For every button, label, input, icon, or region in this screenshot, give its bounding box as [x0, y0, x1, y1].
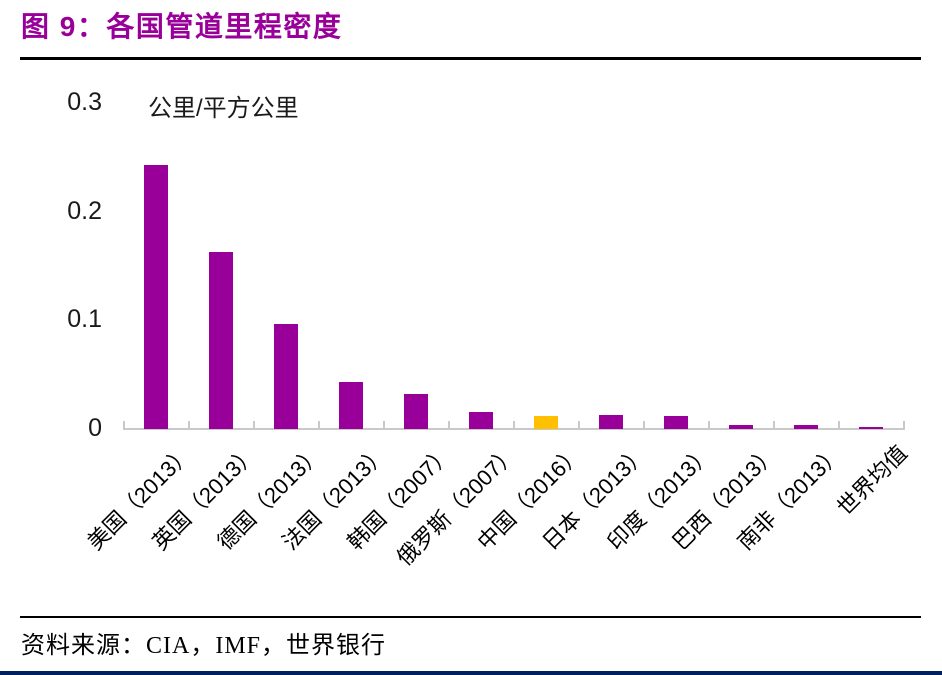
page-bottom-rule	[0, 671, 942, 675]
bar	[469, 412, 493, 429]
axis-tick	[188, 421, 190, 430]
bar	[209, 252, 233, 429]
bar	[794, 425, 818, 429]
bar	[274, 324, 298, 429]
axis-tick	[253, 421, 255, 430]
footer-rule	[20, 616, 921, 618]
axis-tick	[838, 421, 840, 430]
bar	[144, 165, 168, 429]
y-tick-label: 0.2	[67, 197, 102, 225]
bar	[599, 415, 623, 429]
bar	[859, 427, 883, 429]
header-rule	[20, 57, 921, 60]
axis-tick	[903, 421, 905, 430]
axis-tick	[123, 421, 125, 430]
axis-tick	[643, 421, 645, 430]
axis-tick	[318, 421, 320, 430]
axis-tick	[773, 421, 775, 430]
axis-tick	[513, 421, 515, 430]
bar	[534, 416, 558, 429]
bar	[729, 425, 753, 429]
y-tick-label: 0.3	[67, 88, 102, 116]
y-tick-label: 0	[88, 414, 102, 442]
axis-tick	[578, 421, 580, 430]
y-tick-label: 0.1	[67, 305, 102, 333]
bar	[339, 382, 363, 429]
y-axis-unit-label: 公里/平方公里	[148, 95, 299, 122]
axis-tick	[383, 421, 385, 430]
bar	[664, 416, 688, 429]
figure-title: 图 9：各国管道里程密度	[21, 11, 343, 42]
axis-tick	[448, 421, 450, 430]
axis-tick	[708, 421, 710, 430]
source-note: 资料来源：CIA，IMF，世界银行	[21, 633, 387, 659]
bar	[404, 394, 428, 429]
